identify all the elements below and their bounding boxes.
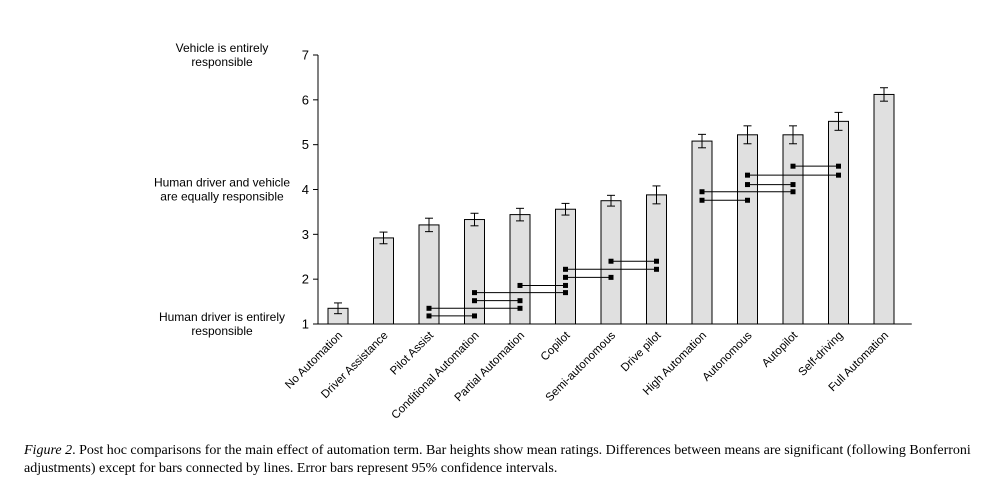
connection-marker <box>836 172 841 178</box>
y-axis-label-line: Vehicle is entirely <box>176 41 269 55</box>
x-tick-label: Autonomous <box>700 329 754 383</box>
connection-marker <box>608 274 614 280</box>
caption-label: Figure 2 <box>24 443 73 458</box>
y-tick-label: 5 <box>302 137 309 152</box>
y-tick-label: 7 <box>302 48 309 63</box>
connection-marker <box>654 258 659 264</box>
connection-marker <box>745 197 750 203</box>
connection-marker <box>790 182 796 188</box>
connection-marker <box>699 197 705 203</box>
bar <box>873 93 895 325</box>
x-tick-label: Drive pilot <box>619 329 664 374</box>
connection-marker <box>608 258 614 264</box>
y-axis-label-line: Human driver is entirely <box>159 310 285 324</box>
connection-marker <box>517 305 523 311</box>
x-tick-label: Conditional Automation <box>389 330 481 422</box>
bar <box>782 134 804 325</box>
y-axis-label-line: Human driver and vehicle <box>154 176 290 190</box>
bar <box>373 237 394 325</box>
significance-connections <box>426 163 841 319</box>
connection-marker <box>517 298 523 304</box>
figure-caption: Figure 2. Post hoc comparisons for the m… <box>24 442 994 478</box>
connection-marker <box>745 182 750 188</box>
connection-marker <box>790 189 796 195</box>
y-tick-label: 2 <box>302 272 309 287</box>
connection-marker <box>563 266 568 272</box>
connection-marker <box>654 266 659 272</box>
bar <box>737 134 758 325</box>
error-bars <box>334 87 888 315</box>
y-axis-label-line: responsible <box>191 324 253 338</box>
connection-marker <box>472 313 477 319</box>
y-tick-label: 1 <box>302 317 309 332</box>
y-axis-label-line: are equally responsible <box>160 190 284 204</box>
connection-marker <box>563 282 568 288</box>
bar <box>555 208 576 325</box>
bar <box>691 140 713 325</box>
x-tick-label: Autopilot <box>760 329 801 370</box>
connection-marker <box>790 163 796 169</box>
x-tick-label: Pilot Assist <box>388 329 436 377</box>
connection-marker <box>426 305 432 311</box>
x-tick-label: Copilot <box>539 329 573 363</box>
y-axis-label-line: responsible <box>191 55 253 69</box>
connection-marker <box>563 290 568 296</box>
connection-marker <box>472 290 477 296</box>
caption-text: . Post hoc comparisons for the main effe… <box>24 443 971 476</box>
connection-marker <box>745 172 750 178</box>
connection-marker <box>563 274 568 280</box>
x-tick-label: Self-driving <box>796 330 845 379</box>
connection-marker <box>699 189 705 195</box>
connection-marker <box>836 163 841 169</box>
bars <box>327 93 895 325</box>
y-tick-label: 6 <box>302 92 309 107</box>
y-tick-label: 3 <box>302 227 309 242</box>
bar <box>828 120 849 325</box>
y-tick-label: 4 <box>302 182 309 197</box>
connection-marker <box>426 313 432 319</box>
y-ticks: 1 2 3 4 5 6 7 <box>302 48 318 332</box>
connection-marker <box>517 282 523 288</box>
connection-marker <box>472 298 477 304</box>
